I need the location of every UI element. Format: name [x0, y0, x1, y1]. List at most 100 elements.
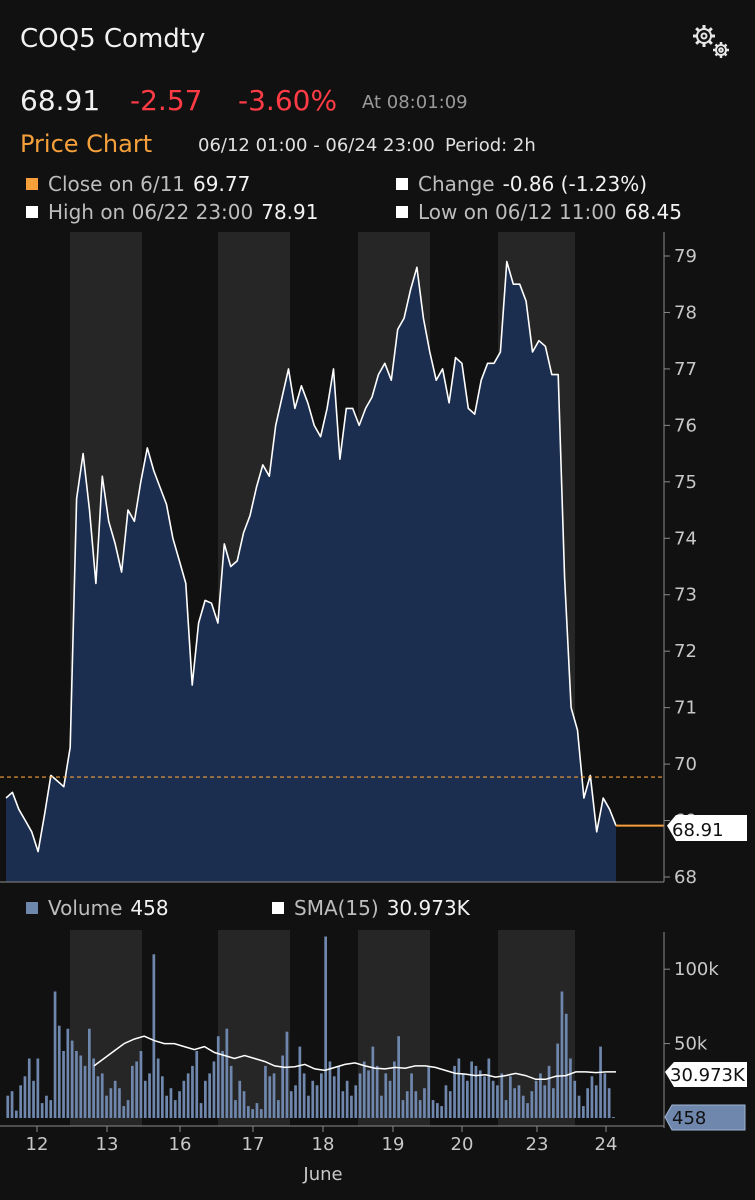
price-tick-label: 79: [674, 246, 697, 267]
volume-bar: [242, 1091, 246, 1118]
volume-bar: [135, 1061, 138, 1118]
volume-bar: [15, 1110, 18, 1118]
legend-high-label: High on 06/22 23:00: [48, 200, 254, 224]
volume-bar: [401, 1100, 405, 1118]
volume-bar: [165, 1095, 168, 1118]
volume-bar: [483, 1076, 486, 1118]
volume-bar: [221, 1051, 224, 1118]
volume-bar: [534, 1080, 538, 1118]
volume-bar: [294, 1085, 297, 1118]
volume-bar: [70, 1040, 74, 1118]
volume-bar: [543, 1085, 547, 1118]
volume-bar: [569, 1058, 572, 1118]
volume-bar: [307, 1095, 310, 1118]
price-tick-label: 76: [674, 415, 697, 436]
volume-bar: [148, 1073, 151, 1118]
volume-bar: [113, 1080, 117, 1118]
legend-volume-label: Volume: [48, 896, 123, 920]
volume-bar: [152, 954, 156, 1118]
volume-bar: [40, 1103, 44, 1118]
volume-bar: [191, 1065, 194, 1118]
volume-bar: [212, 1061, 216, 1118]
legend-swatch-white: [272, 902, 284, 914]
volume-bar: [393, 1061, 396, 1118]
volume-bar: [577, 1095, 581, 1118]
volume-bar: [10, 1091, 14, 1118]
volume-bar: [461, 1073, 465, 1118]
volume-bar: [199, 1103, 203, 1118]
volume-bar: [92, 1058, 95, 1118]
volume-bar: [328, 1061, 332, 1118]
value-tags: 68.91 30.973K 458: [664, 815, 747, 1131]
sma-line: [93, 1035, 616, 1081]
last-price-tag-text: 68.91: [672, 820, 724, 841]
volume-bar: [173, 1100, 177, 1118]
volume-bar: [448, 1091, 452, 1118]
legend-swatch-blue: [26, 902, 38, 914]
volume-bar: [603, 1073, 607, 1118]
volume-bar: [109, 1088, 113, 1118]
legend-close: Close on 6/11 69.77: [26, 172, 250, 196]
volume-bar: [547, 1065, 551, 1118]
volume-bar: [345, 1080, 349, 1118]
volume-bar: [19, 1085, 22, 1118]
legend-close-value: 69.77: [193, 172, 251, 196]
time-tick-label: 20: [451, 1134, 474, 1155]
volume-bar: [122, 1106, 126, 1118]
volume-bar: [332, 1076, 336, 1118]
time-tick-label: 18: [312, 1134, 335, 1155]
volume-bar: [431, 1100, 435, 1118]
price-chart-title[interactable]: Price Chart: [20, 130, 153, 158]
volume-bar: [612, 1117, 615, 1118]
legend-change-value: -0.86 (-1.23%): [502, 172, 648, 196]
legend-high: High on 06/22 23:00 78.91: [26, 200, 319, 224]
time-tick-label: 16: [169, 1134, 192, 1155]
volume-bar: [470, 1061, 473, 1118]
volume-bar: [453, 1065, 456, 1118]
volume-bar: [79, 1055, 83, 1118]
settings-button[interactable]: [690, 22, 734, 62]
volume-bar: [289, 1091, 293, 1118]
volume-bar: [560, 991, 564, 1118]
volume-bar: [186, 1073, 190, 1118]
volume-bar: [225, 1028, 229, 1118]
legend-close-label: Close on 6/11: [48, 172, 186, 196]
volume-bar: [599, 1046, 602, 1118]
price-area-fill: [6, 261, 616, 883]
last-price: 68.91: [20, 84, 101, 117]
volume-bar: [27, 1058, 31, 1118]
volume-bar: [573, 1080, 577, 1118]
volume-bar: [66, 1028, 70, 1118]
volume-axis: 100k 50k: [0, 932, 719, 1128]
volume-bar: [169, 1088, 173, 1118]
volume-bar: [96, 1076, 100, 1118]
volume-bar: [487, 1058, 491, 1118]
legend-low-value: 68.45: [624, 200, 682, 224]
volume-bar: [23, 1076, 27, 1118]
volume-bar: [324, 936, 327, 1118]
volume-bar: [272, 1073, 276, 1118]
legend-sma: SMA(15) 30.973K: [272, 896, 470, 920]
period-label: Period: 2h: [445, 135, 536, 156]
volume-bar: [83, 1065, 87, 1118]
volume-bar: [161, 1076, 164, 1118]
volume-bar: [139, 1051, 143, 1118]
volume-bar: [564, 1013, 568, 1118]
legend-volume-value: 458: [130, 896, 169, 920]
legend-sma-label: SMA(15): [294, 896, 379, 920]
price-line: [5, 260, 617, 853]
volume-bar: [100, 1073, 104, 1118]
volume-bar: [156, 1058, 160, 1118]
volume-tag: [664, 1104, 746, 1131]
volume-bar: [247, 1106, 250, 1118]
volume-bar: [594, 1085, 598, 1118]
volume-bar: [57, 1025, 61, 1118]
sma-tag: [665, 1062, 747, 1087]
legend-high-value: 78.91: [261, 200, 319, 224]
volume-bar: [118, 1088, 121, 1118]
volume-bar: [521, 1095, 525, 1118]
time-axis-label: June: [302, 1164, 342, 1185]
volume-bar: [457, 1058, 461, 1118]
price-tick-label: 73: [674, 585, 697, 606]
